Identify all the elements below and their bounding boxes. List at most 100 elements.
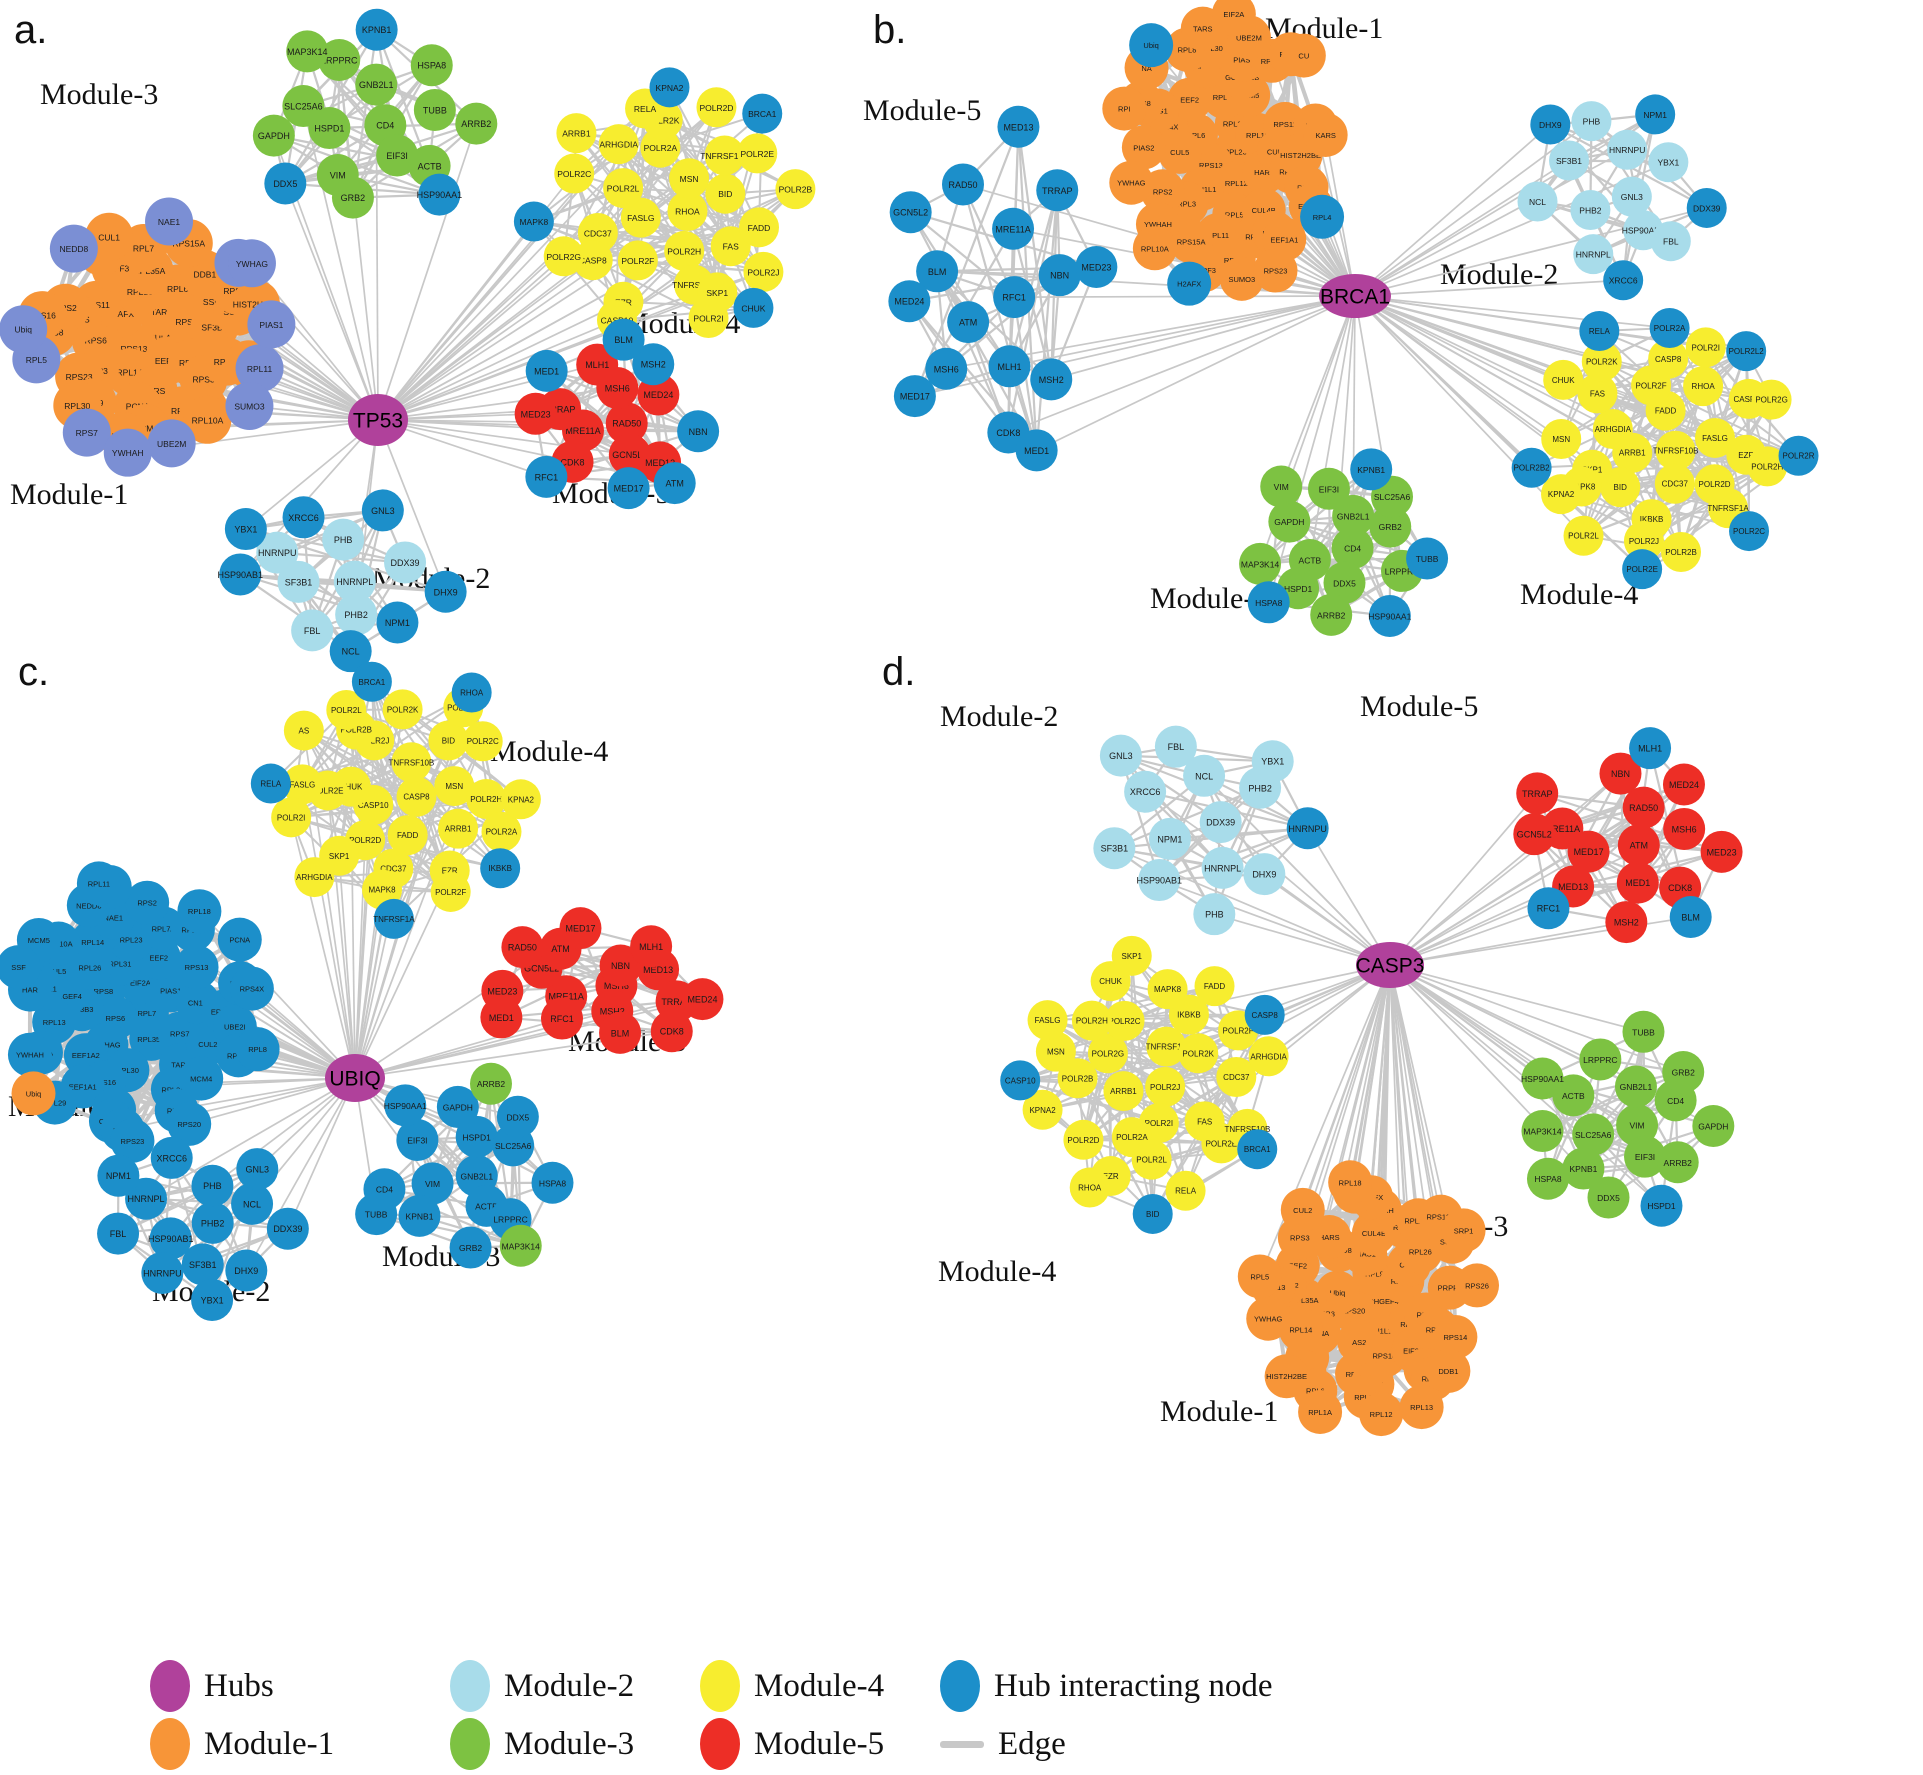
- module-2-node[interactable]: DHX9: [1530, 104, 1571, 145]
- module-1-node[interactable]: UBE2M: [147, 419, 196, 468]
- module-4-node[interactable]: CDC37: [1654, 463, 1695, 504]
- module-1-node[interactable]: YWHAG: [1109, 160, 1154, 205]
- module-2-node[interactable]: SF3B1: [1093, 827, 1136, 870]
- module-5-node[interactable]: MED24: [681, 978, 724, 1021]
- module-4-node[interactable]: BID: [1132, 1193, 1173, 1234]
- module-3-node[interactable]: GAPDH: [1268, 500, 1311, 543]
- module-3-node[interactable]: GNB2L1: [1614, 1065, 1657, 1108]
- module-1-node[interactable]: YWHAG: [227, 239, 276, 288]
- module-2-node[interactable]: YBX1: [191, 1278, 234, 1321]
- module-5-node[interactable]: MRE11A: [992, 207, 1035, 250]
- module-5-node[interactable]: MED1: [480, 996, 523, 1039]
- module-4-node[interactable]: POLR2H: [1071, 1000, 1112, 1041]
- module-4-node[interactable]: POLR2I: [1685, 327, 1726, 368]
- module-4-node[interactable]: CHUK: [1543, 359, 1584, 400]
- module-5-node[interactable]: MLH1: [988, 345, 1031, 388]
- module-1-node[interactable]: NEDD8: [49, 224, 98, 273]
- module-2-node[interactable]: PHB2: [191, 1201, 234, 1244]
- module-1-node[interactable]: RPL5: [1237, 1254, 1282, 1299]
- module-2-node[interactable]: DHX9: [424, 570, 467, 613]
- module-1-node[interactable]: RPL8: [235, 1027, 280, 1072]
- module-2-node[interactable]: DDX39: [1199, 801, 1242, 844]
- module-2-node[interactable]: GNL3: [361, 489, 404, 532]
- module-4-node[interactable]: ARRB1: [1103, 1071, 1144, 1112]
- module-4-node[interactable]: ARRB1: [556, 113, 597, 154]
- module-5-node[interactable]: RAD50: [501, 926, 544, 969]
- module-4-node[interactable]: POLR2A: [1649, 308, 1690, 349]
- module-4-node[interactable]: POLR2K: [1178, 1033, 1219, 1074]
- hub-node-ubiq[interactable]: UBIQ: [325, 1054, 385, 1102]
- module-5-node[interactable]: GCN5L2: [1513, 813, 1556, 856]
- module-4-node[interactable]: POLR2L: [1131, 1139, 1172, 1180]
- module-4-node[interactable]: POLR2J: [1145, 1066, 1186, 1107]
- module-4-node[interactable]: RELA: [1579, 310, 1620, 351]
- module-1-node[interactable]: RPS2: [125, 880, 170, 925]
- module-4-node[interactable]: POLR2F: [430, 871, 471, 912]
- module-5-node[interactable]: MSH6: [1663, 807, 1706, 850]
- module-4-node[interactable]: ARHGDIA: [1592, 409, 1633, 450]
- module-4-node[interactable]: POLR2J: [743, 251, 784, 292]
- module-4-node[interactable]: CHUK: [733, 287, 774, 328]
- module-5-node[interactable]: MED23: [1700, 830, 1743, 873]
- module-4-node[interactable]: AS: [283, 710, 324, 751]
- module-1-node[interactable]: RPS7: [62, 408, 111, 457]
- module-4-node[interactable]: MSN: [669, 158, 710, 199]
- module-5-node[interactable]: TRRAP: [1516, 772, 1559, 815]
- module-3-node[interactable]: MAP3K14: [1521, 1110, 1564, 1153]
- module-4-node[interactable]: POLR2C: [554, 153, 595, 194]
- module-4-node[interactable]: POLR2C: [462, 721, 503, 762]
- module-1-node[interactable]: PCNA: [217, 917, 262, 962]
- module-2-node[interactable]: NPM1: [1635, 94, 1676, 135]
- module-3-node[interactable]: KPNB1: [355, 8, 398, 51]
- module-5-node[interactable]: MSH2: [1605, 901, 1648, 944]
- module-1-node[interactable]: KARS: [1303, 112, 1348, 157]
- module-1-node[interactable]: RPS23: [1253, 248, 1298, 293]
- module-2-node[interactable]: XRCC6: [282, 496, 325, 539]
- module-2-node[interactable]: DHX9: [225, 1249, 268, 1292]
- module-4-node[interactable]: ARHGDIA: [598, 124, 639, 165]
- module-3-node[interactable]: GAPDH: [252, 114, 295, 157]
- module-5-node[interactable]: RFC1: [525, 455, 568, 498]
- module-2-node[interactable]: NCL: [1517, 181, 1558, 222]
- module-3-node[interactable]: ARRB2: [469, 1062, 512, 1105]
- module-5-node[interactable]: MED17: [607, 467, 650, 510]
- module-5-node[interactable]: RAD50: [1622, 786, 1665, 829]
- module-2-node[interactable]: SF3B1: [181, 1243, 224, 1286]
- module-4-node[interactable]: IKBKB: [480, 848, 521, 889]
- module-2-node[interactable]: PHB2: [335, 593, 378, 636]
- module-1-node[interactable]: RPL12: [1359, 1392, 1404, 1437]
- module-2-node[interactable]: PHB: [191, 1164, 234, 1207]
- module-1-node[interactable]: Ubiq: [11, 1071, 56, 1116]
- module-2-node[interactable]: GNL3: [1099, 734, 1142, 777]
- module-5-node[interactable]: MED1: [1616, 861, 1659, 904]
- module-2-node[interactable]: PHB: [1193, 893, 1236, 936]
- module-3-node[interactable]: HSPA8: [1526, 1157, 1569, 1200]
- module-1-node[interactable]: HIST2H2BE: [1264, 1354, 1309, 1399]
- module-5-node[interactable]: MED17: [893, 375, 936, 418]
- module-4-node[interactable]: MAPK8: [1147, 969, 1188, 1010]
- module-5-node[interactable]: BLM: [1669, 895, 1712, 938]
- module-3-node[interactable]: DDX5: [264, 162, 307, 205]
- module-3-node[interactable]: GRB2: [1662, 1051, 1705, 1094]
- module-1-node[interactable]: RPL1A: [1298, 1389, 1343, 1434]
- module-4-node[interactable]: CASP10: [1000, 1060, 1041, 1101]
- module-3-node[interactable]: KPNB1: [1350, 448, 1393, 491]
- module-5-node[interactable]: MED24: [1662, 763, 1705, 806]
- module-3-node[interactable]: ARRB2: [1310, 593, 1353, 636]
- module-5-node[interactable]: NBN: [677, 410, 720, 453]
- module-1-node[interactable]: H2AFX: [1167, 261, 1212, 306]
- module-2-node[interactable]: DHX9: [1243, 853, 1286, 896]
- module-5-node[interactable]: RFC1: [1527, 887, 1570, 930]
- module-3-node[interactable]: HSPD1: [1640, 1184, 1683, 1227]
- module-3-node[interactable]: GNB2L1: [355, 63, 398, 106]
- module-5-node[interactable]: ATM: [653, 462, 696, 505]
- module-5-node[interactable]: MLH1: [1629, 727, 1672, 770]
- module-4-node[interactable]: FADD: [1194, 966, 1235, 1007]
- module-1-node[interactable]: RPL18: [177, 889, 222, 934]
- module-1-node[interactable]: YWHAH: [7, 1032, 52, 1077]
- module-2-node[interactable]: GNL3: [236, 1148, 279, 1191]
- module-5-node[interactable]: BLM: [602, 318, 645, 361]
- module-4-node[interactable]: CASP8: [396, 776, 437, 817]
- module-5-node[interactable]: NBN: [1038, 254, 1081, 297]
- module-1-node[interactable]: RPL18: [1328, 1160, 1373, 1205]
